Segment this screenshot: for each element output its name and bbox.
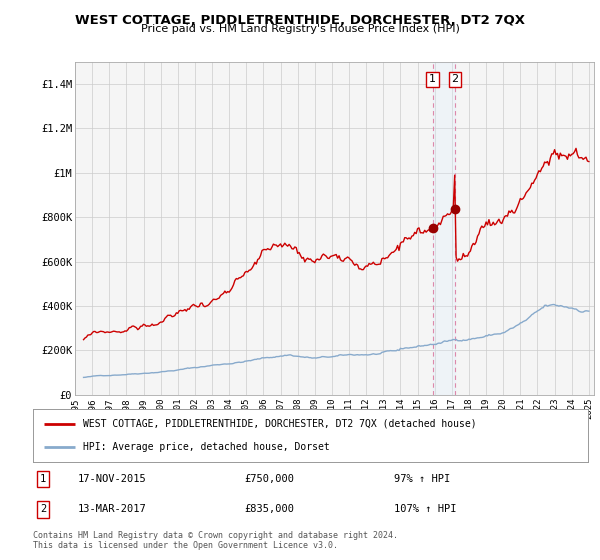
Text: WEST COTTAGE, PIDDLETRENTHIDE, DORCHESTER, DT2 7QX (detached house): WEST COTTAGE, PIDDLETRENTHIDE, DORCHESTE… (83, 419, 476, 429)
Text: 107% ↑ HPI: 107% ↑ HPI (394, 505, 456, 515)
Text: WEST COTTAGE, PIDDLETRENTHIDE, DORCHESTER, DT2 7QX: WEST COTTAGE, PIDDLETRENTHIDE, DORCHESTE… (75, 14, 525, 27)
Bar (433, 62, 455, 395)
Text: HPI: Average price, detached house, Dorset: HPI: Average price, detached house, Dors… (83, 442, 330, 452)
Text: 13-MAR-2017: 13-MAR-2017 (77, 505, 146, 515)
Text: 1: 1 (40, 474, 46, 484)
Text: 2: 2 (40, 505, 46, 515)
Text: Contains HM Land Registry data © Crown copyright and database right 2024.
This d: Contains HM Land Registry data © Crown c… (33, 531, 398, 550)
Text: Price paid vs. HM Land Registry's House Price Index (HPI): Price paid vs. HM Land Registry's House … (140, 24, 460, 34)
Text: £835,000: £835,000 (244, 505, 294, 515)
Text: 1: 1 (429, 74, 436, 85)
Text: 17-NOV-2015: 17-NOV-2015 (77, 474, 146, 484)
Text: 97% ↑ HPI: 97% ↑ HPI (394, 474, 450, 484)
Text: £750,000: £750,000 (244, 474, 294, 484)
Text: 2: 2 (452, 74, 458, 85)
